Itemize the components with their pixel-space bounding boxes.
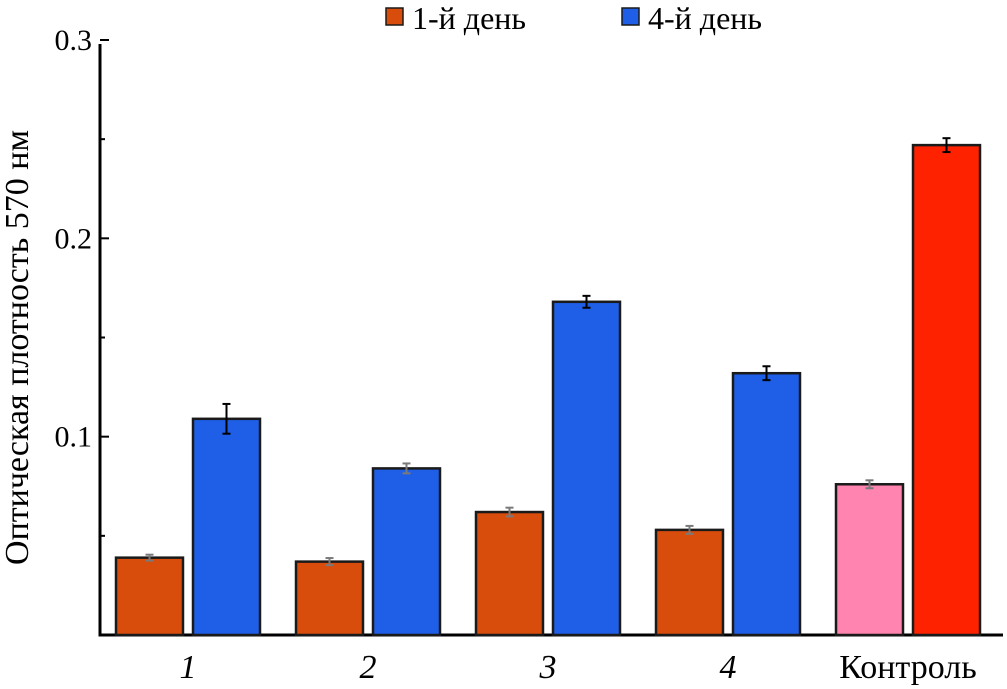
bar-day4-group-2: [371, 467, 442, 637]
legend-swatch: [385, 7, 404, 26]
bar-day1-group-3: [474, 510, 545, 637]
bar-day4-group-1: [191, 417, 262, 637]
x-tick-label: 3: [539, 649, 557, 686]
bar-day1-group-1: [114, 556, 185, 637]
bar-day4-group-4: [731, 371, 802, 637]
y-tick-label: 0.1: [55, 421, 93, 454]
bar-control-day4: [911, 143, 982, 637]
bar-day4-group-3: [551, 300, 622, 637]
x-tick-label: 1: [180, 649, 197, 686]
bar-day1-group-4: [654, 528, 725, 637]
bar-day1-group-2: [294, 560, 365, 637]
x-tick-label: 4: [720, 649, 737, 686]
legend-swatch: [621, 7, 640, 26]
y-axis-title: Оптическая плотность 570 нм: [0, 130, 36, 565]
x-tick-label: Контроль: [839, 649, 976, 686]
y-tick-label: 0.2: [55, 222, 93, 255]
bar-control-day1: [834, 483, 905, 637]
legend-label: 1-й день: [412, 0, 526, 36]
y-tick-label: 0.3: [55, 24, 93, 57]
legend-label: 4-й день: [648, 0, 762, 36]
x-tick-label: 2: [360, 649, 377, 686]
